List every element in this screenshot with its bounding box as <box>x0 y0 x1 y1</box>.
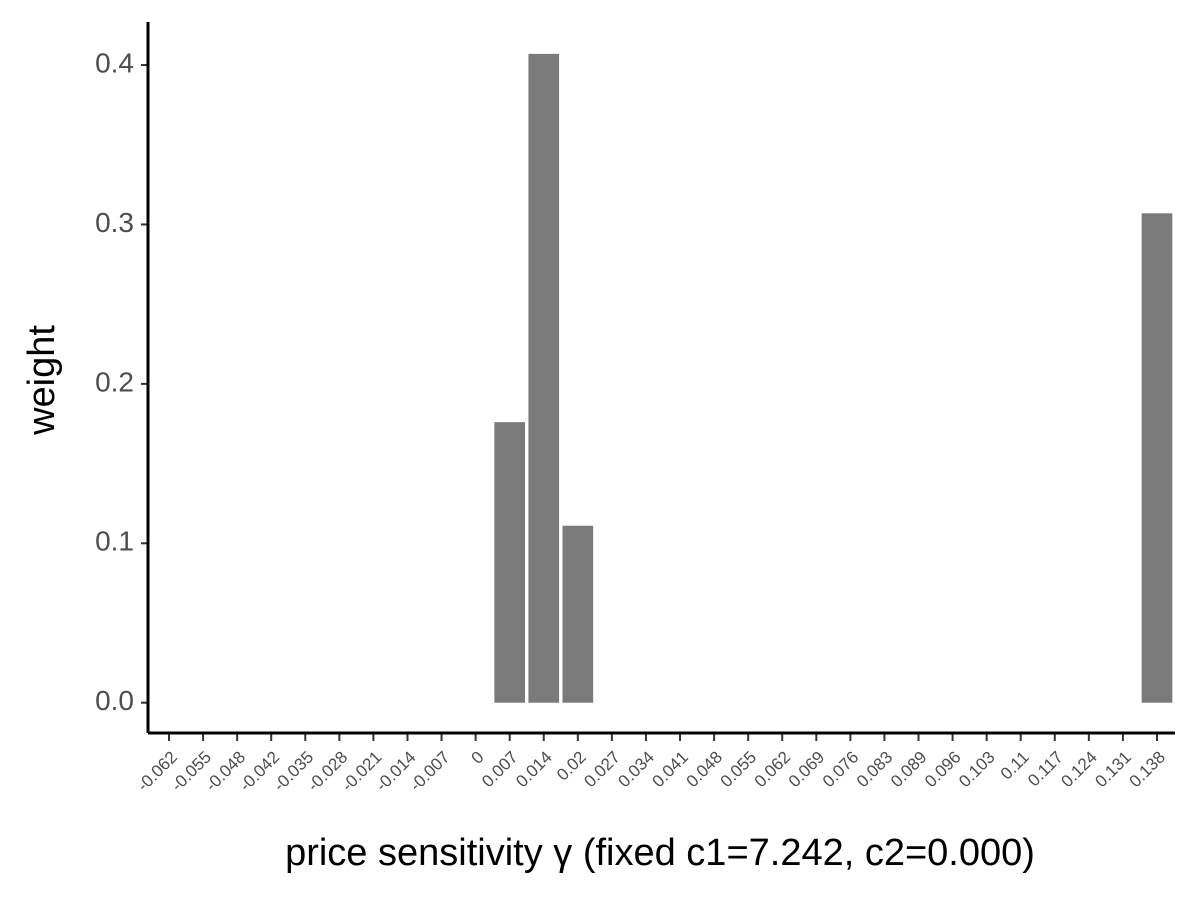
x-tick-label: 0.034 <box>614 748 658 792</box>
x-tick-label: 0.062 <box>751 748 795 792</box>
bar <box>528 53 560 703</box>
x-tick-label: 0 <box>467 748 487 768</box>
x-tick-label: 0.117 <box>1024 748 1067 791</box>
y-tick-label: 0.2 <box>95 366 134 397</box>
x-tick-label: 0.076 <box>819 748 863 792</box>
x-tick-label: 0.041 <box>649 748 693 792</box>
x-tick-label: 0.055 <box>717 748 761 792</box>
x-tick-label: 0.027 <box>580 748 624 792</box>
x-tick-label: 0.096 <box>921 748 965 792</box>
x-tick-label: 0.089 <box>887 748 931 792</box>
x-tick-label: 0.103 <box>955 748 999 792</box>
bar <box>562 525 594 703</box>
x-tick-label: 0.083 <box>853 748 897 792</box>
x-tick-label: 0.124 <box>1057 748 1101 792</box>
x-tick-label: 0.014 <box>512 748 556 792</box>
x-tick-label: 0.007 <box>478 748 522 792</box>
bar <box>494 422 526 703</box>
x-axis-label: price sensitivity γ (fixed c1=7.242, c2=… <box>285 832 1035 874</box>
x-tick-label: 0.069 <box>785 748 829 792</box>
x-tick-label: 0.048 <box>683 748 727 792</box>
bar <box>1141 213 1173 703</box>
x-tick-label: 0.131 <box>1091 748 1135 792</box>
y-tick-label: 0.4 <box>95 47 134 78</box>
y-tick-label: 0.0 <box>95 685 134 716</box>
y-tick-label: 0.3 <box>95 207 134 238</box>
y-tick-label: 0.1 <box>95 526 134 557</box>
y-axis-label: weight <box>21 325 63 436</box>
x-tick-label: 0.138 <box>1125 748 1169 792</box>
